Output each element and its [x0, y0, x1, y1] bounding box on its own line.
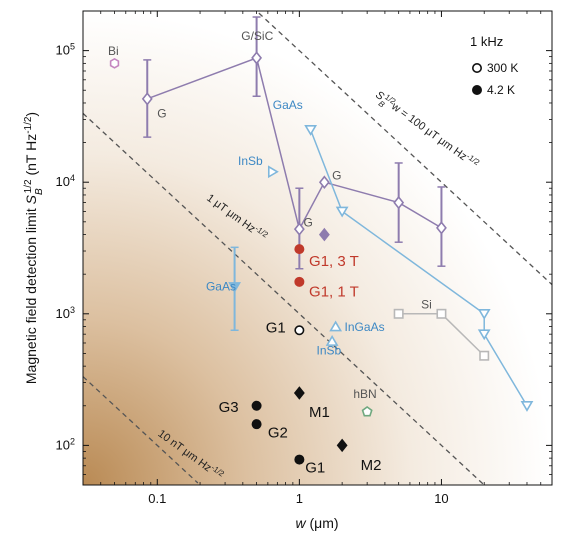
point-label: G3: [219, 399, 239, 416]
y-tick-label: 104: [56, 173, 75, 189]
data-point: [251, 400, 262, 411]
series-9: [294, 244, 305, 255]
series-11: [294, 325, 305, 336]
point-label: G2: [268, 424, 288, 441]
data-point: [228, 282, 241, 294]
data-point: [361, 406, 373, 417]
data-point: [294, 325, 305, 336]
series-12: [251, 400, 305, 465]
point-label: Bi: [108, 44, 119, 58]
series-4: [228, 246, 241, 331]
point-label: G1: [305, 460, 325, 477]
point-label: hBN: [353, 387, 376, 401]
y-axis-label: Magnetic field detection limit SB1/2 (nT…: [23, 112, 45, 384]
legend-marker: [471, 85, 482, 96]
y-tick-label: 103: [56, 305, 75, 321]
data-point: [293, 222, 305, 236]
x-tick-label: 10: [434, 491, 448, 506]
point-label: Si: [421, 297, 432, 311]
legend-label: 300 K: [487, 61, 518, 75]
point-label: G/SiC: [241, 29, 273, 43]
data-point: [436, 221, 447, 235]
data-point: [318, 227, 330, 242]
reference-line-1: [82, 376, 199, 484]
legend-marker: [471, 62, 482, 73]
data-point: [520, 400, 534, 412]
x-axis-label: w (μm): [295, 515, 338, 531]
series-13: [293, 386, 348, 453]
data-point: [294, 454, 305, 465]
data-point: [325, 335, 339, 346]
x-tick-label: 1: [296, 491, 303, 506]
data-point: [251, 51, 263, 65]
data-point: [304, 125, 318, 136]
data-point: [436, 308, 447, 319]
y-tick-label: 105: [56, 42, 75, 58]
series-7: [109, 57, 120, 69]
point-label: GaAs: [273, 98, 303, 112]
point-label: G: [157, 107, 166, 121]
series-5: [325, 320, 343, 346]
x-tick-label: 0.1: [148, 491, 166, 506]
series-1: [318, 227, 330, 242]
data-point: [294, 276, 305, 287]
point-label: M2: [361, 457, 382, 474]
data-point: [335, 206, 349, 218]
series-6: [393, 308, 490, 361]
data-point: [109, 57, 120, 69]
legend-title: 1 kHz: [470, 34, 503, 49]
data-point: [477, 308, 491, 320]
data-point: [393, 195, 405, 210]
reference-line-2: [82, 112, 485, 486]
point-label: G1, 3 T: [309, 253, 359, 270]
data-point: [293, 386, 305, 400]
point-label: G1, 1 T: [309, 284, 359, 301]
legend-label: 4.2 K: [487, 83, 515, 97]
data-point: [318, 175, 330, 189]
data-point: [329, 320, 343, 332]
point-label: G1: [266, 320, 286, 337]
series-2: [304, 125, 534, 412]
point-label: InGaAs: [345, 320, 385, 334]
plot-frame: [82, 10, 553, 486]
data-point: [294, 244, 305, 255]
data-point: [336, 438, 348, 453]
series-line: [146, 56, 442, 232]
series-3: [267, 165, 279, 179]
reference-line-3: [258, 12, 553, 286]
legend: 1 kHz 300 K 4.2 K: [470, 34, 518, 97]
point-label: InSb: [238, 154, 263, 168]
data-point: [477, 329, 491, 341]
data-point: [141, 92, 153, 106]
data-point: [479, 350, 490, 361]
point-label: M1: [309, 404, 330, 421]
y-tick-label: 102: [56, 436, 75, 452]
point-label: G: [332, 168, 341, 182]
point-label: InSb: [316, 344, 341, 358]
data-point: [267, 165, 279, 179]
series-0: [141, 16, 447, 270]
data-point: [393, 308, 404, 319]
data-point: [251, 419, 262, 430]
series-10: [294, 276, 305, 287]
series-8: [361, 406, 373, 417]
point-label: G: [304, 216, 313, 230]
point-label: GaAs: [206, 280, 236, 294]
